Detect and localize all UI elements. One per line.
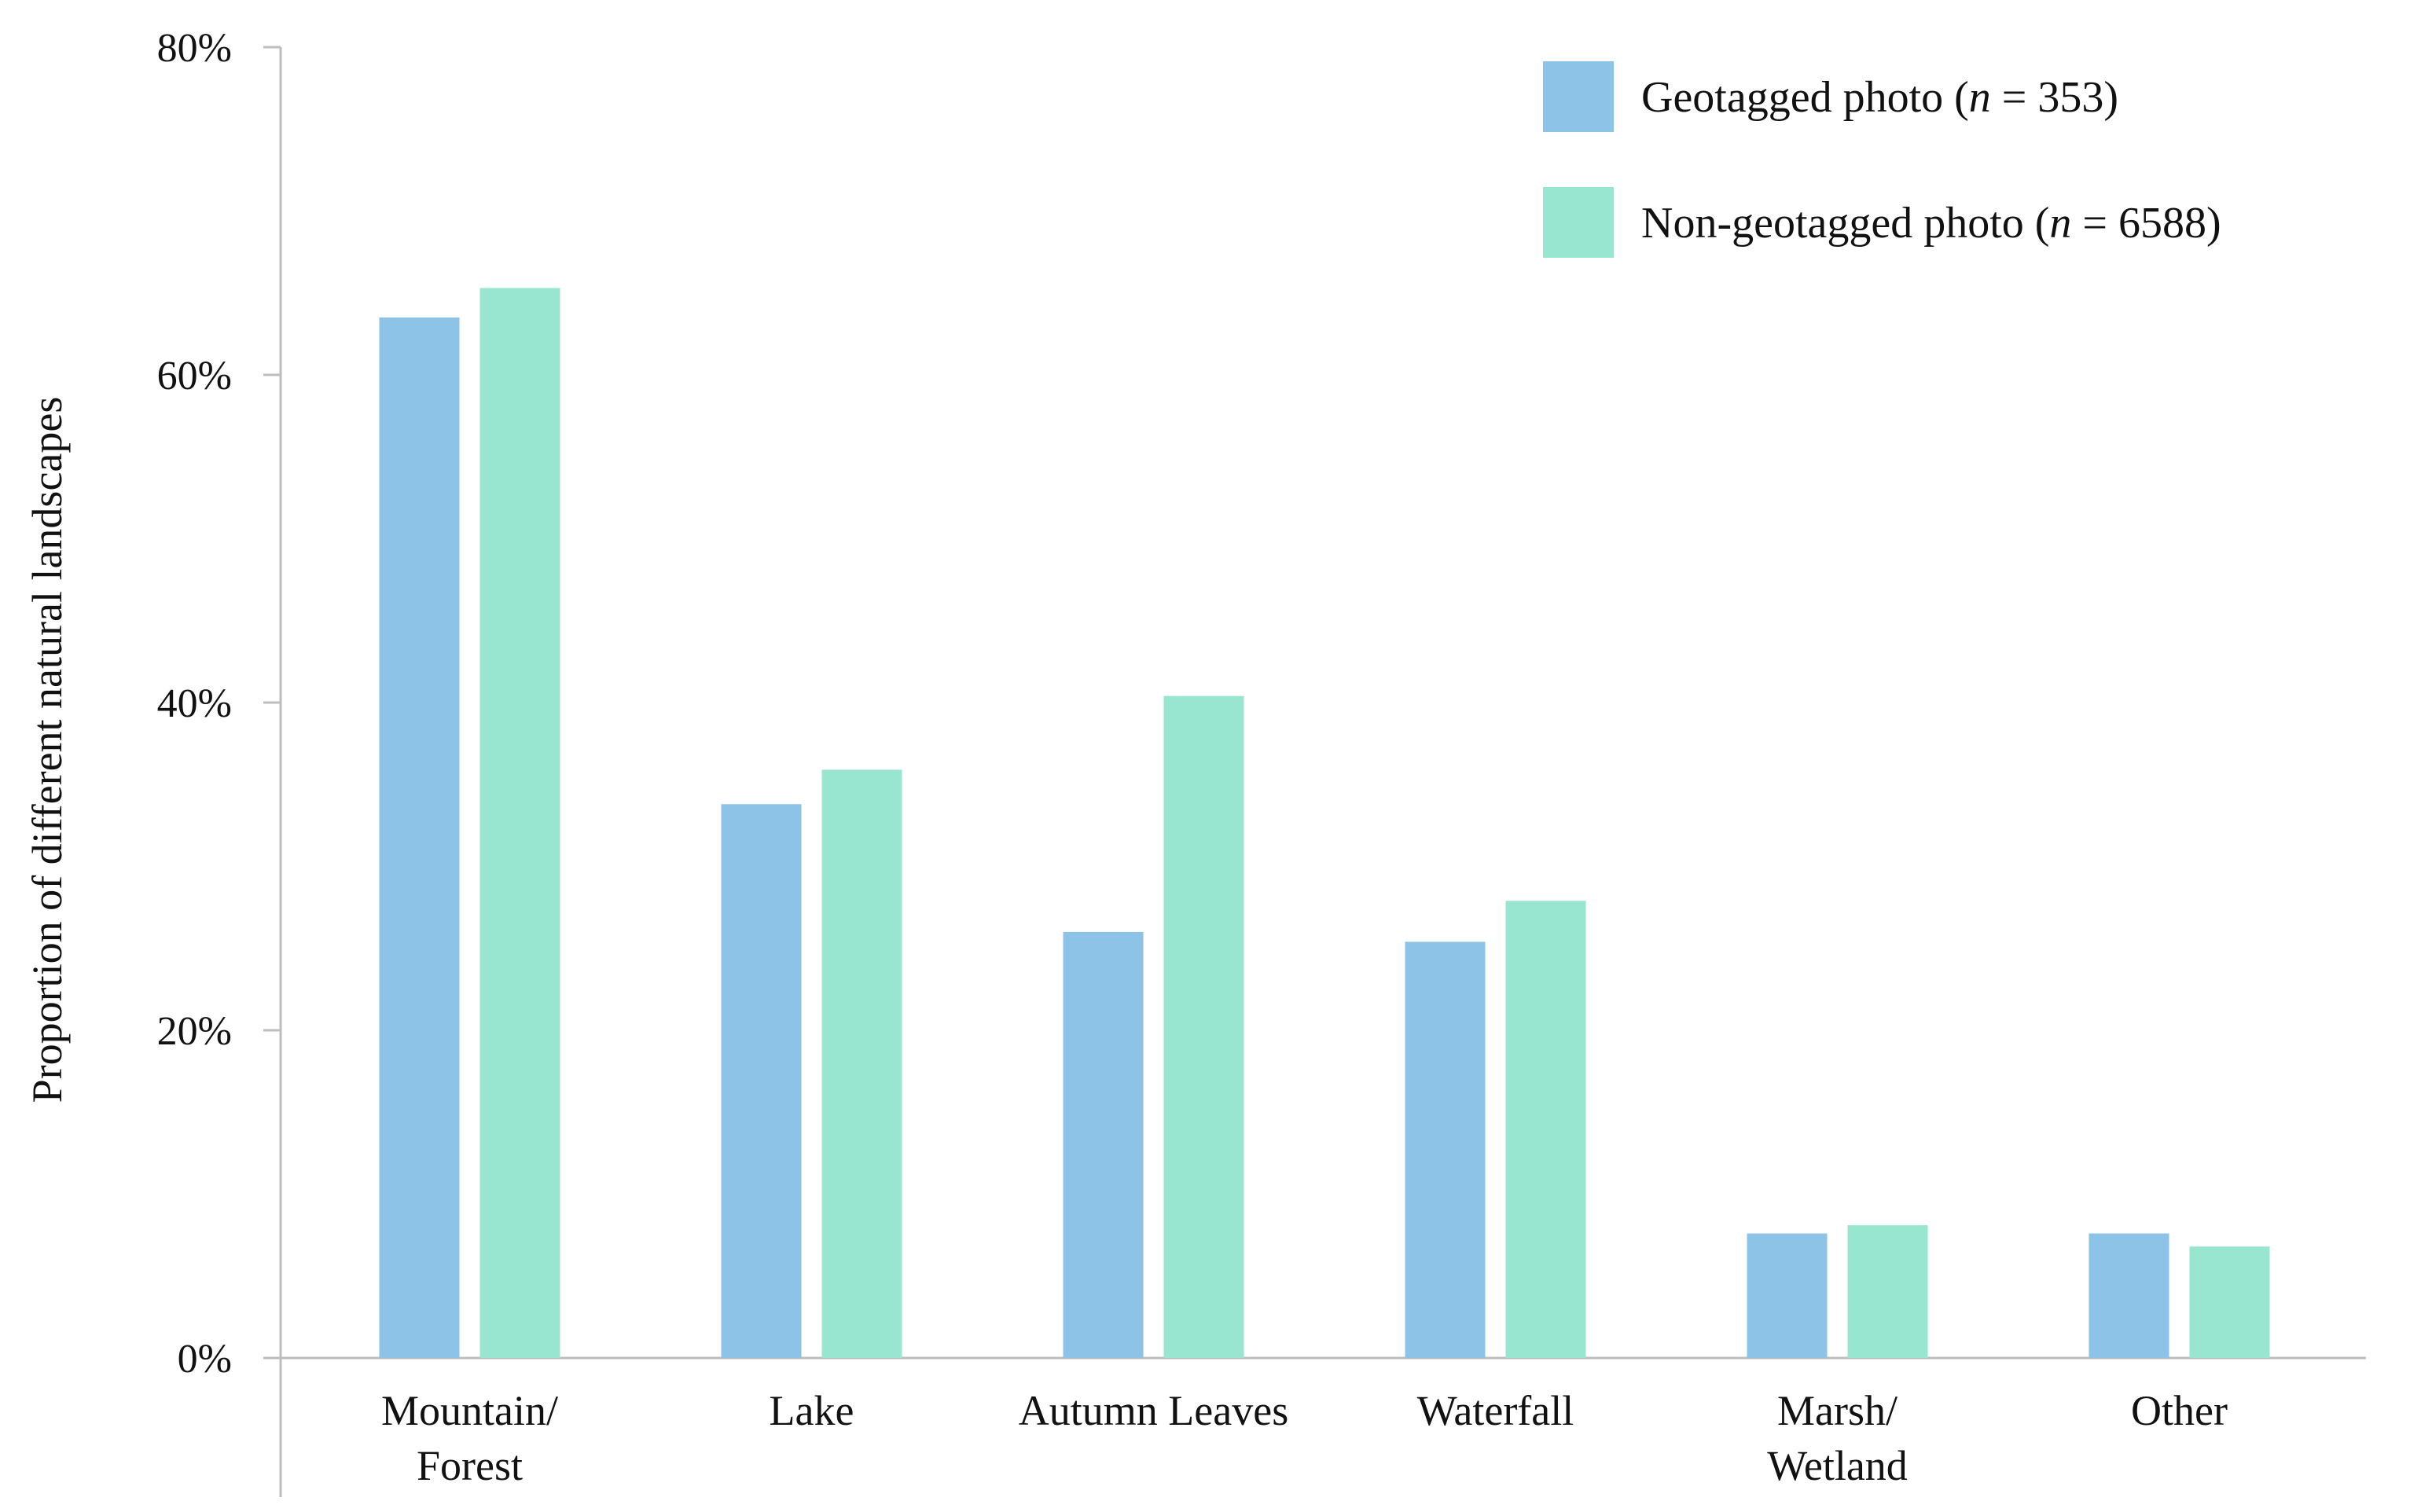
y-axis-title-group: Proportion of different natural landscap… — [24, 397, 71, 1103]
bar-non-geotagged-0 — [479, 288, 560, 1358]
x-axis-category-labels: Mountain/Forest Lake Autumn Leaves Waterfal… — [381, 1387, 2228, 1489]
y-axis-title: Proportion of different natural landscap… — [24, 397, 71, 1103]
bar-geotagged-4 — [1747, 1233, 1828, 1358]
bar-non-geotagged-4 — [1847, 1225, 1928, 1358]
bar-non-geotagged-1 — [821, 769, 902, 1358]
y-tick-label: 60% — [157, 354, 232, 398]
bar-non-geotagged-3 — [1505, 901, 1586, 1358]
legend-label: Geotagged photo (n = 353) — [1641, 73, 2118, 122]
x-category-label: Autumn Leaves — [1019, 1387, 1288, 1434]
bar-geotagged-2 — [1063, 931, 1144, 1358]
legend-label: Non-geotagged photo (n = 6588) — [1641, 199, 2221, 248]
legend-swatch — [1543, 187, 1614, 258]
bar-geotagged-0 — [379, 317, 460, 1358]
x-category-label: Marsh/Wetland — [1767, 1387, 1908, 1489]
axes — [263, 47, 2366, 1497]
y-tick-label: 20% — [157, 1009, 232, 1054]
legend: Geotagged photo (n = 353) Non-geotagged p… — [1543, 61, 2221, 258]
x-category-label: Mountain/Forest — [381, 1387, 558, 1489]
y-axis-ticks: 0% 20% 40% 60% 80% — [157, 26, 281, 1382]
bar-geotagged-1 — [721, 804, 802, 1358]
bar-non-geotagged-5 — [2189, 1246, 2270, 1358]
legend-swatch — [1543, 61, 1614, 132]
bar-geotagged-3 — [1405, 941, 1486, 1358]
bar-non-geotagged-2 — [1163, 695, 1244, 1358]
y-tick-label: 80% — [157, 26, 232, 71]
x-category-label: Other — [2131, 1387, 2228, 1434]
x-category-label: Lake — [770, 1387, 854, 1434]
y-tick-label: 40% — [157, 681, 232, 726]
x-category-label: Waterfall — [1417, 1387, 1574, 1434]
y-tick-label: 0% — [178, 1337, 232, 1382]
bar-geotagged-5 — [2089, 1233, 2169, 1358]
bars — [379, 288, 2270, 1358]
